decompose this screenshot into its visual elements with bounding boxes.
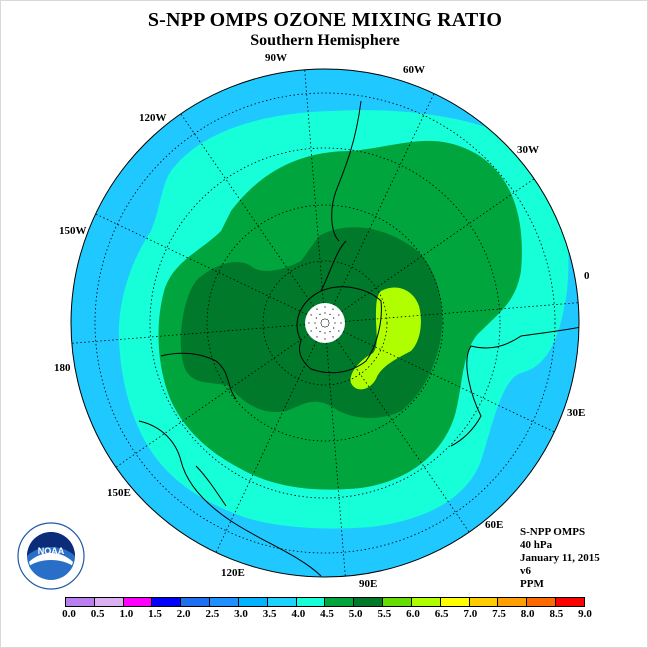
info-date: January 11, 2015 [520, 552, 600, 564]
colorbar-tick-label: 2.0 [176, 608, 191, 620]
page-title: S-NPP OMPS OZONE MIXING RATIO [147, 9, 503, 31]
colorbar-tick-label: 0.5 [90, 608, 105, 620]
colorbar-tick-label: 9.0 [578, 608, 592, 620]
colorbar-tick-label: 1.0 [119, 608, 134, 620]
colorbar-tick-label: 4.0 [291, 608, 306, 620]
colorbar-tick-label: 6.0 [406, 608, 420, 620]
colorbar-swatch [354, 598, 384, 606]
colorbar-swatch [411, 598, 441, 606]
noaa-logo: NOAA [17, 522, 85, 590]
colorbar-ticks: 0.0 0.5 1.0 1.5 2.0 2.5 3.0 3.5 4.0 4.5 5.0 5.5 6.0 6… [1, 608, 647, 622]
dataset-info: S-NPP OMPS 40 hPa January 11, 2015 v6 PP… [520, 526, 600, 591]
info-level: 40 hPa [520, 539, 553, 551]
colorbar-swatch [469, 598, 499, 606]
lon-label-30e: 30E [567, 407, 585, 419]
colorbar-swatch [440, 598, 470, 606]
colorbar-swatch [383, 598, 412, 606]
colorbar-tick-label: 1.5 [148, 608, 162, 620]
colorbar-swatch [210, 598, 239, 606]
latitude-circles [94, 92, 556, 554]
colorbar-tick-label: 5.0 [348, 608, 363, 620]
svg-text:NOAA: NOAA [38, 546, 65, 556]
pole-grid-dots [308, 306, 342, 340]
colorbar-swatch [66, 598, 95, 606]
lon-label-120w: 120W [139, 112, 167, 124]
colorbar [65, 597, 585, 607]
colorbar-tick-label: 2.5 [205, 608, 220, 620]
lon-label-90e: 90E [359, 578, 377, 590]
colorbar-swatch [94, 598, 124, 606]
colorbar-swatch [527, 598, 557, 606]
colorbar-tick-label: 3.5 [262, 608, 277, 620]
info-version: v6 [520, 565, 531, 577]
colorbar-swatch [267, 598, 297, 606]
lon-label-120e: 120E [221, 567, 245, 579]
colorbar-tick-label: 4.5 [320, 608, 334, 620]
colorbar-swatch [556, 598, 584, 606]
lon-label-60e: 60E [485, 519, 503, 531]
colorbar-tick-label: 7.5 [492, 608, 506, 620]
lon-label-30w: 30W [517, 144, 539, 156]
colorbar-tick-label: 0.0 [62, 608, 76, 620]
info-units: PPM [520, 578, 544, 590]
pole-mask [305, 303, 345, 343]
colorbar-tick-label: 7.0 [463, 608, 478, 620]
colorbar-swatch [152, 598, 182, 606]
colorbar-swatch [123, 598, 153, 606]
map-border [70, 68, 580, 578]
lon-label-90w: 90W [265, 52, 287, 64]
colorbar-tick-label: 8.5 [549, 608, 564, 620]
colorbar-swatch [325, 598, 355, 606]
colorbar-swatch [498, 598, 528, 606]
colorbar-swatch [296, 598, 326, 606]
colorbar-tick-label: 6.5 [434, 608, 449, 620]
colorbar-swatch [181, 598, 211, 606]
lon-label-60w: 60W [403, 64, 425, 76]
page-subtitle: Southern Hemisphere [250, 32, 400, 49]
lon-label-150e: 150E [107, 487, 131, 499]
colorbar-tick-label: 5.5 [377, 608, 392, 620]
lon-label-180: 180 [54, 362, 71, 374]
info-instrument: S-NPP OMPS [520, 526, 586, 538]
lon-label-150w: 150W [59, 225, 87, 237]
ozone-band-5.0-5.5 [350, 287, 421, 390]
colorbar-swatch [238, 598, 268, 606]
coastlines [138, 100, 579, 577]
colorbar-tick-label: 3.0 [234, 608, 248, 620]
colorbar-tick-label: 8.0 [520, 608, 535, 620]
lon-label-0: 0 [584, 270, 590, 282]
